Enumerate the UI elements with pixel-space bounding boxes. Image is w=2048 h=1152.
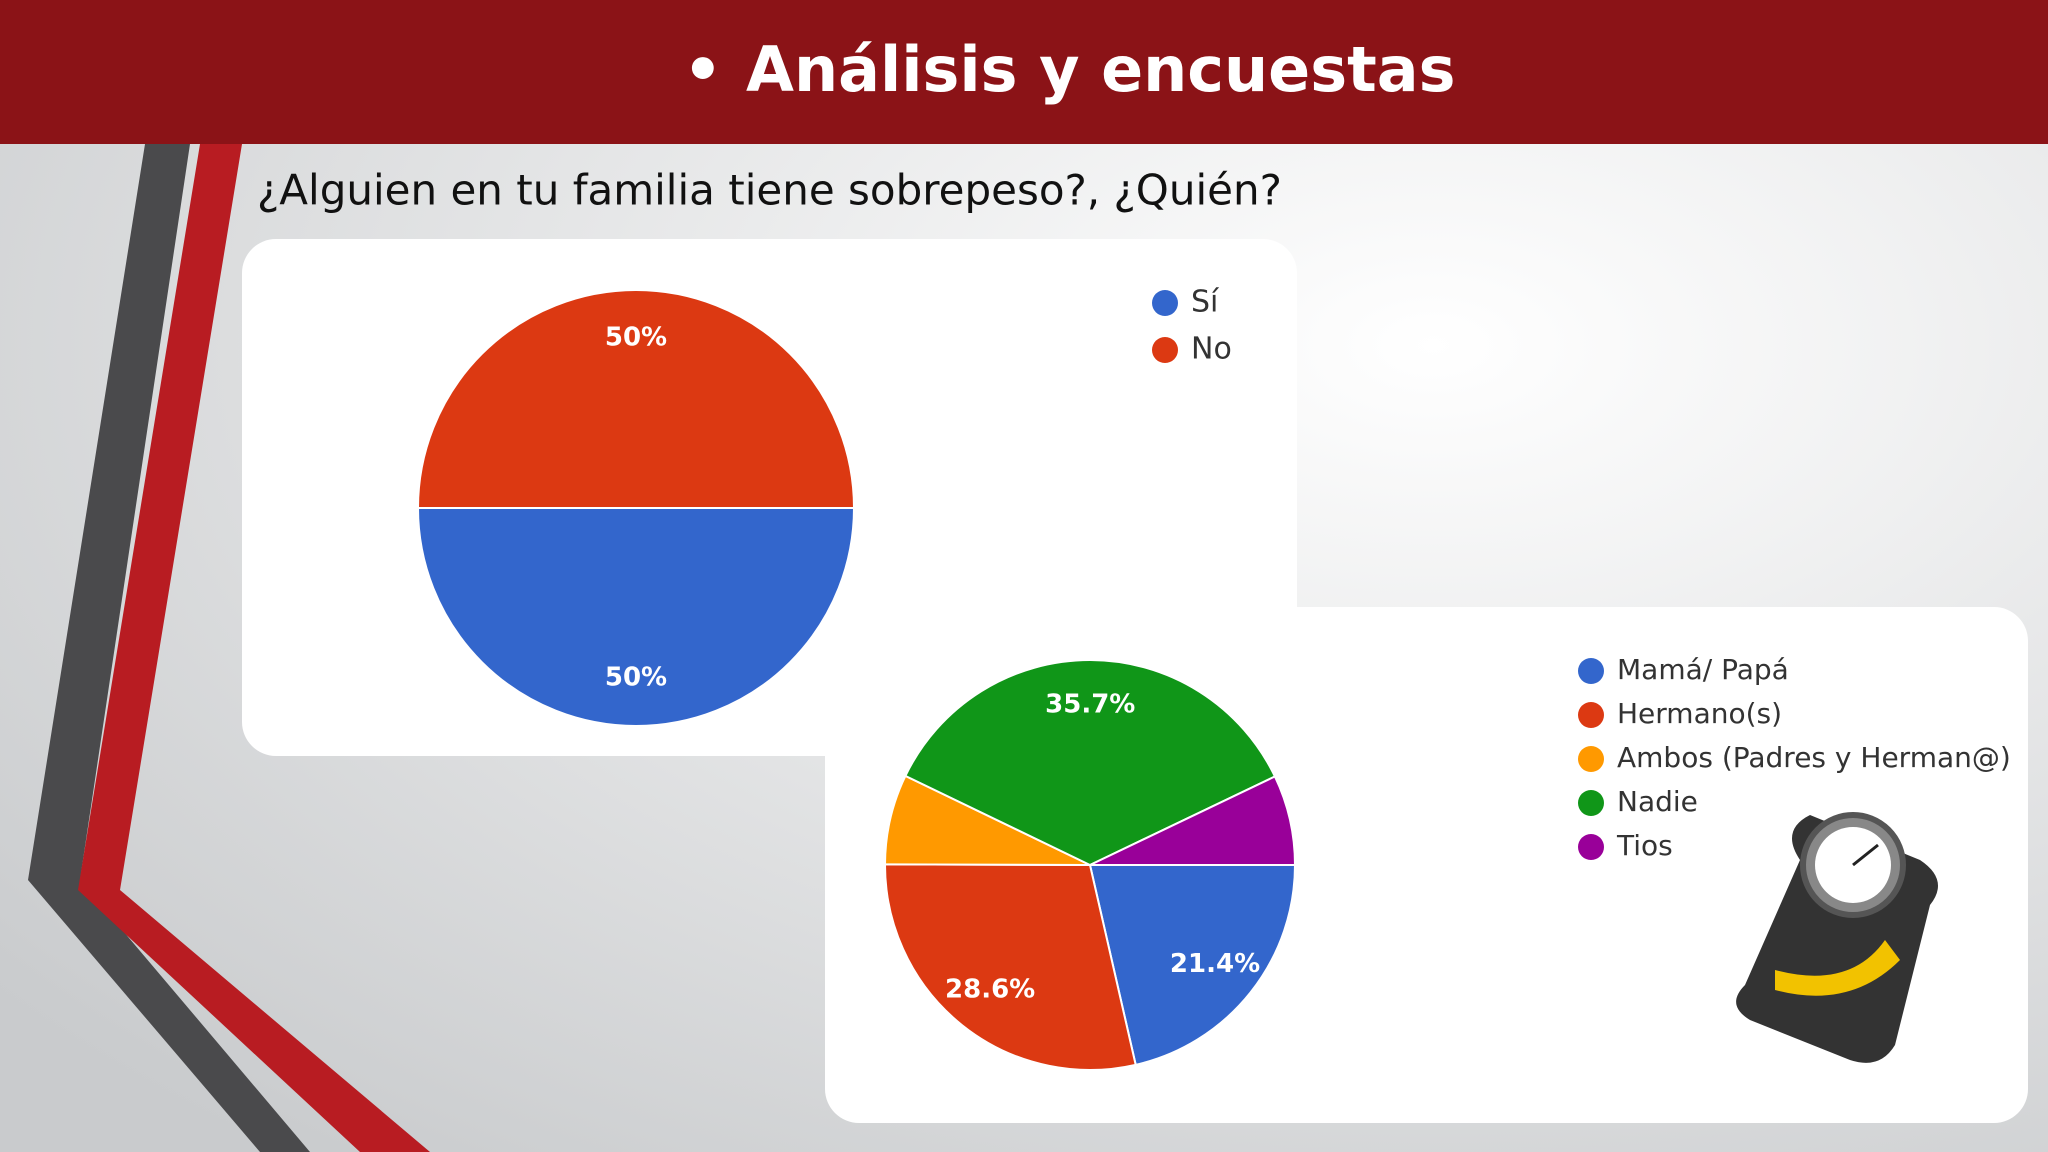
- value-label: 50%: [605, 322, 667, 352]
- legend-marker: [1578, 746, 1604, 772]
- pie-slice: [416, 289, 856, 509]
- header-bar: [0, 0, 2048, 144]
- value-label: 28.6%: [945, 974, 1035, 1004]
- value-label: 21.4%: [1170, 949, 1260, 979]
- question: ¿Alguien en tu familia tiene sobrepeso?,…: [257, 166, 1282, 215]
- pie-slice: [1089, 775, 1297, 866]
- pie-slice: [904, 659, 1277, 867]
- legend-marker: [1578, 834, 1604, 860]
- legend-marker: [1152, 290, 1178, 316]
- legend-marker: [1578, 790, 1604, 816]
- stripe-gray: [28, 144, 310, 1152]
- pie-slice: [884, 863, 1137, 1071]
- legend-label: Sí: [1191, 285, 1220, 320]
- legend-label: Ambos (Padres y Herman@): [1617, 741, 2011, 774]
- legend-marker: [1152, 337, 1178, 363]
- pie-slice: [1088, 864, 1297, 1067]
- legend-label: Nadie: [1617, 785, 1698, 818]
- scale-icon: [1736, 812, 1938, 1063]
- slide-title: Análisis y encuestas: [746, 33, 1456, 106]
- pie-slice: [416, 507, 856, 727]
- legend-label: Tios: [1616, 829, 1673, 862]
- bullet: •: [683, 33, 723, 106]
- legend-label: No: [1191, 332, 1232, 367]
- value-label: 35.7%: [1045, 690, 1135, 720]
- legend-label: Hermano(s): [1617, 697, 1782, 730]
- legend-marker: [1578, 658, 1604, 684]
- stripe-red: [78, 144, 430, 1152]
- value-label: 50%: [605, 663, 667, 693]
- legend-label: Mamá/ Papá: [1617, 653, 1789, 686]
- legend-marker: [1578, 702, 1604, 728]
